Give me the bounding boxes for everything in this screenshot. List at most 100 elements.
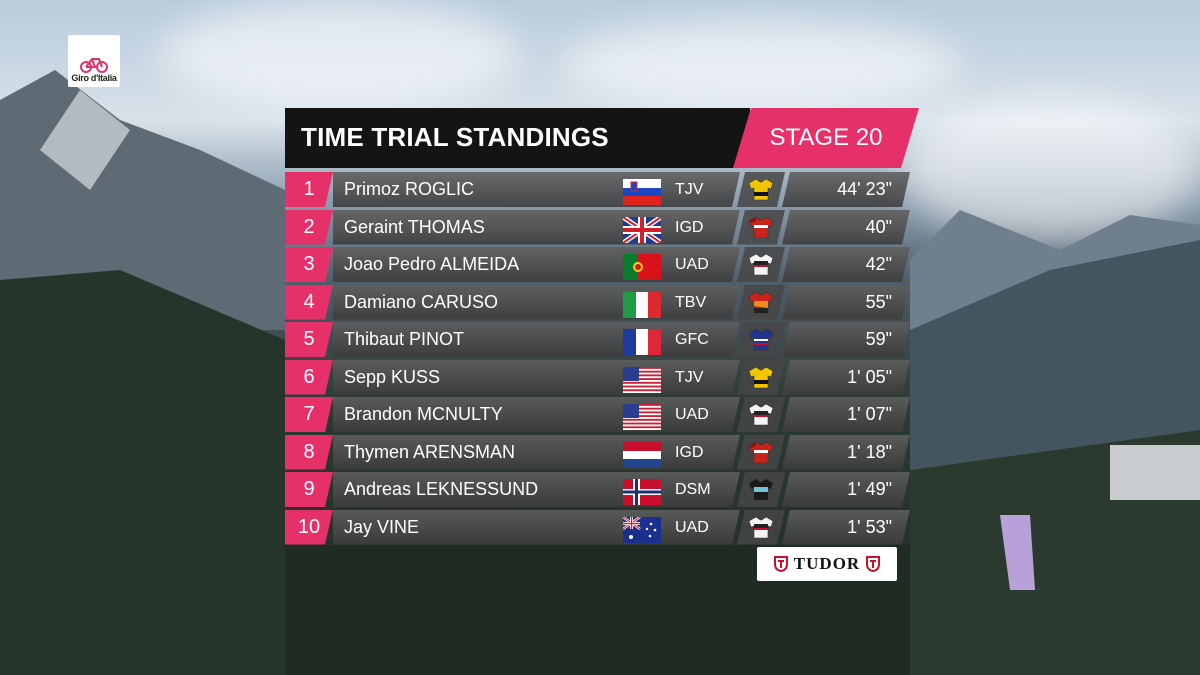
position-number: 7	[285, 397, 333, 432]
standings-row: 3 Joao Pedro ALMEIDA UAD 42"	[285, 247, 910, 282]
rider-bar: Geraint THOMAS IGD	[333, 210, 740, 245]
rider-bar: Thibaut PINOT GFC	[333, 322, 740, 357]
flag-icon-aus	[623, 517, 661, 543]
standings-row: 1 Primoz ROGLIC TJV 44' 23"	[285, 172, 910, 207]
team-jersey-icon	[745, 290, 777, 314]
team-code: UAD	[675, 256, 709, 273]
team-jersey-icon	[745, 402, 777, 426]
team-code: TBV	[675, 293, 707, 311]
time-gap: 1' 18"	[847, 441, 892, 462]
standings-row: 6 Sepp KUSS TJV 1' 05"	[285, 360, 910, 395]
rider-name: Damiano CARUSO	[344, 291, 499, 312]
flag-icon-fra	[623, 329, 661, 355]
position-number: 1	[285, 172, 333, 207]
position-number: 10	[285, 510, 333, 545]
rider-bar: Andreas LEKNESSUND DSM	[333, 472, 740, 507]
standings-row: 7 Brandon MCNULTY UAD 1' 07"	[285, 397, 910, 432]
rider-name: Andreas LEKNESSUND	[344, 479, 539, 499]
jersey-box	[737, 285, 785, 320]
flag-icon-slo	[623, 179, 661, 205]
team-code: IGD	[675, 218, 704, 236]
rider-bar: Primoz ROGLIC TJV	[333, 172, 740, 207]
team-code: DSM	[675, 481, 711, 498]
standings-row: 8 Thymen ARENSMAN IGD 1' 18"	[285, 435, 910, 470]
flag-icon-por	[623, 254, 661, 280]
sponsor-text: TUDOR	[793, 554, 861, 573]
rider-name: Thibaut PINOT	[344, 329, 465, 349]
jersey-box	[737, 472, 785, 507]
time-box: 1' 05"	[782, 360, 910, 395]
rider-bar: Thymen ARENSMAN IGD	[333, 435, 740, 470]
page-title: TIME TRIAL STANDINGS	[301, 122, 609, 152]
rider-bar: Sepp KUSS TJV	[333, 360, 740, 395]
team-code: UAD	[675, 406, 709, 423]
team-jersey-icon	[745, 252, 777, 276]
team-jersey-icon	[745, 365, 777, 389]
team-code: TJV	[675, 368, 704, 386]
team-code: TJV	[675, 181, 704, 198]
jersey-box	[737, 322, 785, 357]
rider-name: Jay VINE	[344, 516, 420, 537]
team-code: UAD	[675, 518, 709, 536]
flag-icon-ita	[623, 292, 661, 318]
team-jersey-icon	[745, 477, 777, 501]
rider-name: Brandon MCNULTY	[344, 404, 503, 424]
shield-icon	[866, 556, 881, 572]
standings-header: TIME TRIAL STANDINGS STAGE 20	[285, 108, 915, 168]
position-number: 8	[285, 435, 333, 470]
time-box: 59"	[782, 322, 910, 357]
jersey-box	[737, 247, 785, 282]
time-gap: 1' 53"	[847, 516, 892, 537]
rider-name: Thymen ARENSMAN	[344, 441, 516, 462]
standings-row: 2 Geraint THOMAS IGD 40"	[285, 210, 910, 245]
position-number: 2	[285, 210, 333, 245]
time-box: 55"	[782, 285, 910, 320]
time-gap: 1' 49"	[847, 479, 892, 499]
stage-label: STAGE 20	[769, 124, 883, 151]
logo-text: Giro d'Italia	[71, 73, 117, 83]
rider-name: Primoz ROGLIC	[344, 179, 475, 199]
jersey-box	[737, 510, 785, 545]
header-title-box: TIME TRIAL STANDINGS	[285, 108, 750, 168]
time-gap: 59"	[865, 329, 892, 349]
time-box: 44' 23"	[782, 172, 910, 207]
team-jersey-icon	[745, 440, 777, 464]
position-number: 3	[285, 247, 333, 282]
flag-icon-usa	[623, 404, 661, 430]
team-jersey-icon	[745, 177, 777, 201]
team-jersey-icon	[745, 327, 777, 351]
time-box: 1' 18"	[782, 435, 910, 470]
flag-icon-nor	[623, 479, 661, 505]
standings-row: 9 Andreas LEKNESSUND DSM 1' 49"	[285, 472, 910, 507]
flag-icon-gbr	[623, 217, 661, 243]
team-jersey-icon	[745, 515, 777, 539]
rider-name: Sepp KUSS	[344, 366, 441, 387]
flag-icon-ned	[623, 442, 661, 468]
time-box: 1' 07"	[782, 397, 910, 432]
time-gap: 55"	[865, 291, 892, 312]
position-number: 9	[285, 472, 333, 507]
time-box: 1' 53"	[782, 510, 910, 545]
time-gap: 42"	[865, 254, 892, 274]
stage-badge: STAGE 20	[733, 108, 919, 168]
time-box: 40"	[782, 210, 910, 245]
time-gap: 1' 05"	[847, 366, 892, 387]
standings-row: 10 Jay VINE UAD 1' 53"	[285, 510, 910, 545]
jersey-box	[737, 172, 785, 207]
jersey-box	[737, 360, 785, 395]
position-number: 4	[285, 285, 333, 320]
rider-bar: Damiano CARUSO TBV	[333, 285, 740, 320]
time-gap: 40"	[865, 216, 892, 237]
bicycle-icon	[80, 58, 108, 73]
team-jersey-icon	[745, 215, 777, 239]
standings-row: 4 Damiano CARUSO TBV 55"	[285, 285, 910, 320]
rider-bar: Brandon MCNULTY UAD	[333, 397, 740, 432]
time-box: 42"	[782, 247, 910, 282]
jersey-box	[737, 210, 785, 245]
rider-bar: Joao Pedro ALMEIDA UAD	[333, 247, 740, 282]
flag-icon-usa	[623, 367, 661, 393]
jersey-box	[737, 435, 785, 470]
time-box: 1' 49"	[782, 472, 910, 507]
position-number: 5	[285, 322, 333, 357]
time-gap: 44' 23"	[837, 179, 892, 199]
